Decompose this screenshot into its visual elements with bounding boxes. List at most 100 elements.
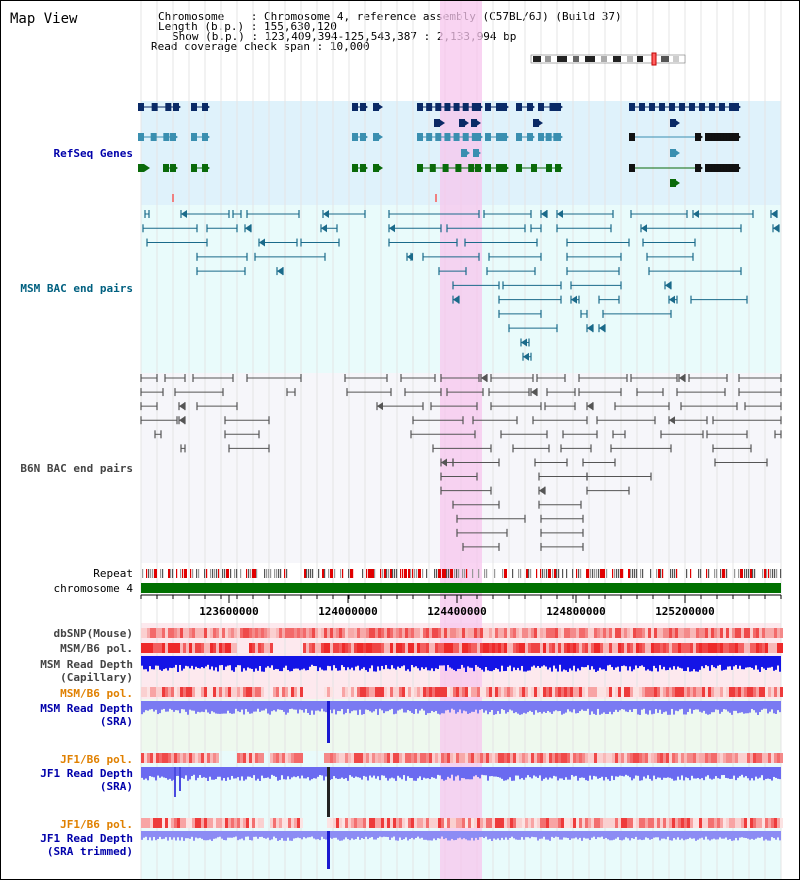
heatmap-cell — [768, 643, 771, 653]
depth-bar — [193, 701, 195, 711]
track-label-dbsnp[interactable]: dbSNP(Mouse) — [53, 627, 133, 640]
heatmap-cell — [675, 643, 678, 653]
track-label-repeat[interactable]: Repeat — [93, 567, 133, 580]
gene-exon — [471, 103, 478, 111]
depth-bar — [587, 767, 589, 781]
heatmap-cell — [771, 818, 774, 828]
depth-bar — [343, 656, 345, 667]
depth-bar — [171, 767, 173, 781]
repeat-element — [210, 569, 212, 578]
repeat-element — [708, 569, 710, 578]
depth-bar — [737, 656, 739, 669]
depth-bar — [423, 831, 425, 840]
depth-bar — [265, 656, 267, 668]
depth-bar — [731, 656, 733, 670]
depth-bar — [525, 767, 527, 778]
track-label-jf1-depth-sra[interactable]: JF1 Read Depth — [40, 767, 133, 780]
chromosome-ideogram[interactable] — [530, 52, 686, 66]
track-label-refseq[interactable]: RefSeq Genes — [53, 147, 133, 160]
heatmap-cell — [708, 818, 711, 828]
depth-bar — [309, 767, 311, 781]
heatmap-cell — [354, 628, 357, 638]
depth-bar — [707, 656, 709, 667]
depth-bar — [219, 701, 221, 714]
heatmap-cell — [774, 628, 777, 638]
polymorphism-heatmaps[interactable] — [141, 628, 783, 828]
depth-bar — [659, 701, 661, 710]
depth-bar — [213, 701, 215, 713]
read-depth-tracks[interactable] — [141, 656, 781, 869]
heatmap-cell — [225, 818, 228, 828]
depth-bar — [159, 831, 161, 837]
bac-pair-marker — [277, 267, 283, 276]
depth-bar — [169, 831, 171, 838]
track-label-b6n-bac[interactable]: B6N BAC end pairs — [20, 462, 133, 475]
b6n-bac-track[interactable] — [140, 374, 782, 551]
gene-exon — [723, 133, 730, 141]
gene-exon — [163, 164, 169, 172]
heatmap-cell — [447, 628, 450, 638]
depth-bar — [191, 656, 193, 666]
axis-tick-label: 124000000 — [318, 605, 378, 618]
depth-bar — [523, 701, 525, 713]
heatmap-cell — [219, 687, 222, 697]
heatmap-cell — [768, 753, 771, 763]
heatmap-cell — [354, 818, 357, 828]
heatmap-cell — [600, 628, 603, 638]
depth-bar — [515, 767, 517, 776]
heatmap-cell — [612, 818, 615, 828]
depth-bar — [779, 831, 781, 841]
track-label-jf1-b6-pol-1[interactable]: JF1/B6 pol. — [60, 753, 133, 766]
heatmap-cell — [285, 753, 288, 763]
heatmap-cell — [414, 687, 417, 697]
heatmap-cell — [261, 687, 264, 697]
depth-bar — [681, 656, 683, 669]
depth-bar — [453, 701, 455, 710]
repeat-element — [168, 569, 171, 578]
depth-bar — [171, 701, 173, 710]
selected-region-highlight[interactable] — [440, 1, 482, 879]
heatmap-cell — [600, 687, 603, 697]
track-label-msm-depth-cap[interactable]: MSM Read Depth — [40, 658, 133, 671]
depth-bar — [473, 701, 475, 712]
heatmap-cell — [141, 687, 144, 697]
track-label-msm-depth-sra[interactable]: MSM Read Depth — [40, 702, 133, 715]
heatmap-cell — [315, 628, 318, 638]
heatmap-cell — [273, 687, 276, 697]
heatmap-cell — [744, 643, 747, 653]
depth-bar — [255, 831, 257, 837]
depth-bar — [661, 831, 663, 839]
depth-bar — [253, 701, 255, 712]
heatmap-cell — [420, 628, 423, 638]
refseq-genes-track[interactable] — [138, 103, 741, 202]
track-label-jf1-b6-pol-2[interactable]: JF1/B6 pol. — [60, 818, 133, 831]
depth-bar — [191, 767, 193, 776]
depth-bar — [489, 831, 491, 839]
depth-bar — [155, 656, 157, 666]
heatmap-cell — [489, 628, 492, 638]
heatmap-cell — [708, 643, 711, 653]
gene-exon — [714, 133, 721, 141]
track-label-jf1-depth-trim[interactable]: JF1 Read Depth — [40, 832, 133, 845]
show-label: Show (b.p.) — [172, 30, 245, 43]
repeat-track[interactable] — [142, 569, 782, 578]
depth-bar — [599, 656, 601, 668]
heatmap-cell — [450, 687, 453, 697]
heatmap-cell — [606, 628, 609, 638]
track-label-chromosome[interactable]: chromosome 4 — [53, 582, 133, 595]
msm-bac-track[interactable] — [142, 210, 780, 361]
chromosome-bar[interactable] — [141, 583, 781, 593]
depth-bar — [273, 701, 275, 711]
depth-bar — [307, 767, 309, 778]
heatmap-cell — [549, 818, 552, 828]
heatmap-cell — [375, 818, 378, 828]
heatmap-cell — [642, 687, 645, 697]
depth-bar — [689, 767, 691, 781]
depth-bar — [619, 767, 621, 776]
depth-bar — [455, 767, 457, 777]
track-label-msm-bac[interactable]: MSM BAC end pairs — [20, 282, 133, 295]
track-label-msm-b6-pol-2[interactable]: MSM/B6 pol. — [60, 687, 133, 700]
track-label-msm-b6-pol-1[interactable]: MSM/B6 pol. — [60, 642, 133, 655]
heatmap-cell — [258, 818, 261, 828]
